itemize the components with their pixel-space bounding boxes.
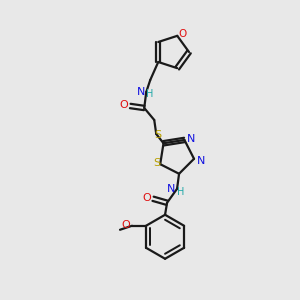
Text: H: H — [177, 187, 185, 197]
Text: N: N — [197, 156, 205, 166]
Text: S: S — [155, 130, 162, 140]
Text: H: H — [146, 89, 153, 99]
Text: N: N — [187, 134, 196, 144]
Text: O: O — [178, 29, 186, 39]
Text: N: N — [167, 184, 175, 194]
Text: O: O — [122, 220, 130, 230]
Text: N: N — [137, 87, 146, 97]
Text: O: O — [120, 100, 129, 110]
Text: S: S — [154, 158, 161, 168]
Text: O: O — [143, 193, 152, 203]
